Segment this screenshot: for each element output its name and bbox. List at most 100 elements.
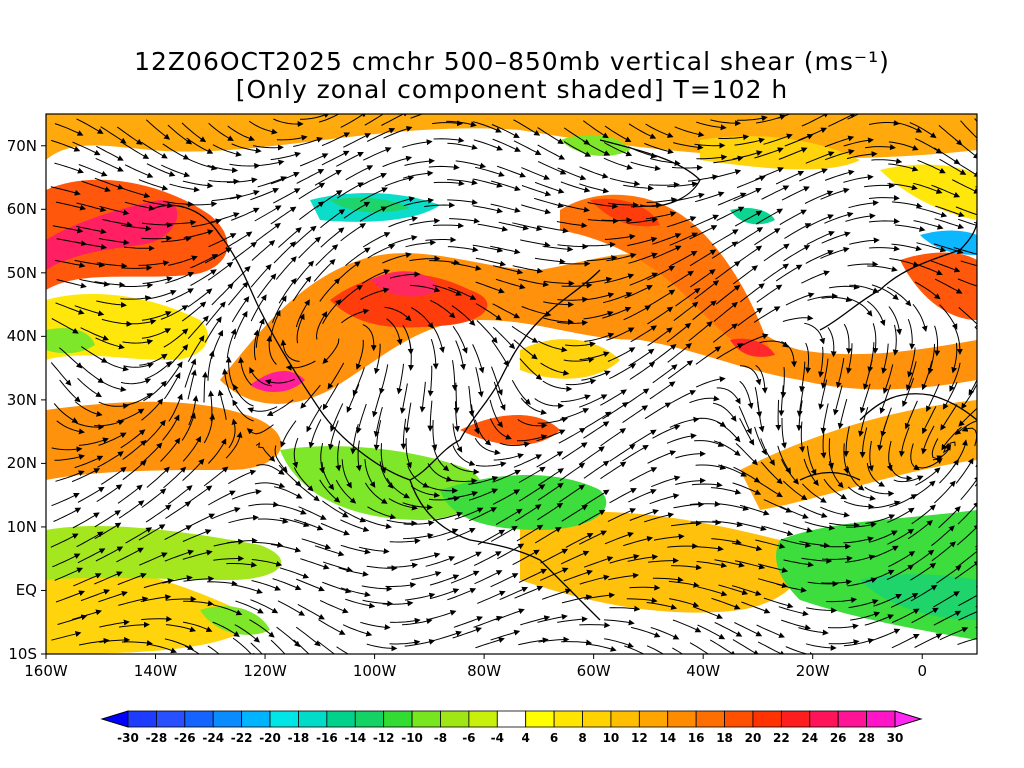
- streamline: [715, 260, 741, 280]
- streamline: [402, 170, 434, 179]
- streamline: [518, 466, 546, 483]
- streamline: [651, 475, 681, 488]
- colorbar-swatch: [610, 710, 640, 728]
- colorbar-label: -14: [344, 731, 367, 745]
- streamline: [776, 583, 807, 593]
- streamline: [432, 284, 462, 296]
- streamline: [785, 646, 816, 654]
- streamline: [534, 526, 562, 544]
- streamline: [182, 621, 213, 632]
- streamline: [94, 510, 121, 528]
- streamline: [716, 206, 745, 221]
- streamline: [697, 624, 726, 640]
- streamline: [671, 564, 702, 571]
- streamline: [976, 243, 977, 245]
- streamline: [97, 451, 124, 468]
- streamline: [975, 563, 977, 566]
- streamline: [250, 642, 263, 654]
- streamline: [668, 580, 700, 588]
- streamline: [276, 134, 308, 141]
- streamline: [187, 288, 213, 308]
- streamline: [692, 545, 724, 552]
- streamline: [837, 398, 848, 430]
- streamline: [346, 384, 360, 413]
- streamline: [229, 189, 260, 200]
- streamlines: [50, 114, 977, 654]
- streamline: [385, 582, 417, 589]
- streamline: [452, 423, 463, 453]
- streamline: [584, 411, 612, 429]
- streamline: [763, 243, 790, 262]
- streamline: [782, 480, 808, 501]
- streamline: [101, 318, 133, 327]
- streamline: [518, 278, 550, 288]
- colorbar-swatch: [269, 710, 299, 728]
- streamline: [824, 169, 855, 181]
- streamline: [270, 639, 286, 654]
- streamline: [716, 343, 744, 360]
- streamline: [737, 307, 763, 327]
- streamline: [72, 141, 101, 156]
- streamline: [432, 630, 463, 642]
- streamline: [102, 219, 133, 228]
- streamline: [320, 522, 350, 536]
- streamline: [98, 238, 130, 246]
- streamline: [694, 440, 725, 447]
- streamline: [542, 380, 573, 392]
- streamline: [295, 481, 320, 502]
- streamline: [711, 241, 739, 259]
- streamline: [225, 356, 234, 387]
- streamline: [807, 293, 839, 301]
- streamline: [732, 150, 763, 160]
- streamline: [757, 563, 789, 573]
- streamline: [125, 527, 153, 544]
- streamline: [889, 494, 918, 508]
- streamline: [120, 224, 152, 232]
- streamline: [717, 192, 747, 206]
- streamline: [913, 220, 944, 230]
- latitude-label: 10S: [8, 645, 37, 663]
- streamline: [736, 227, 764, 245]
- streamline: [782, 314, 814, 322]
- streamline: [452, 627, 482, 639]
- streamline: [824, 149, 855, 161]
- streamline: [384, 306, 412, 322]
- streamline: [539, 567, 569, 581]
- streamline: [623, 305, 652, 321]
- streamline: [474, 570, 503, 585]
- streamline: [732, 639, 760, 654]
- streamline: [373, 406, 383, 438]
- streamline: [579, 394, 608, 408]
- streamline: [256, 464, 285, 475]
- map-frame: [45, 113, 978, 655]
- streamline: [364, 459, 376, 488]
- streamline: [669, 232, 699, 246]
- latitude-label: 70N: [6, 136, 37, 155]
- streamline: [646, 197, 678, 204]
- streamline: [335, 479, 357, 504]
- streamline: [257, 517, 289, 524]
- streamline: [578, 530, 608, 545]
- streamline: [141, 235, 173, 242]
- streamline: [888, 551, 916, 568]
- streamline: [279, 567, 310, 579]
- streamline: [754, 147, 784, 159]
- map-area: [46, 114, 977, 654]
- streamline: [847, 486, 876, 501]
- streamline: [450, 462, 480, 475]
- streamline: [226, 328, 237, 359]
- streamline: [561, 282, 593, 289]
- streamline: [961, 383, 977, 410]
- streamline: [805, 249, 834, 264]
- streamline: [736, 522, 767, 532]
- streamline: [250, 264, 272, 288]
- streamline: [323, 561, 353, 573]
- streamline: [362, 599, 394, 607]
- streamline: [475, 303, 502, 321]
- streamline: [953, 160, 977, 178]
- streamline: [380, 443, 387, 474]
- streamline: [138, 524, 166, 541]
- streamline: [536, 451, 564, 468]
- streamline: [869, 245, 900, 252]
- streamline: [882, 364, 894, 395]
